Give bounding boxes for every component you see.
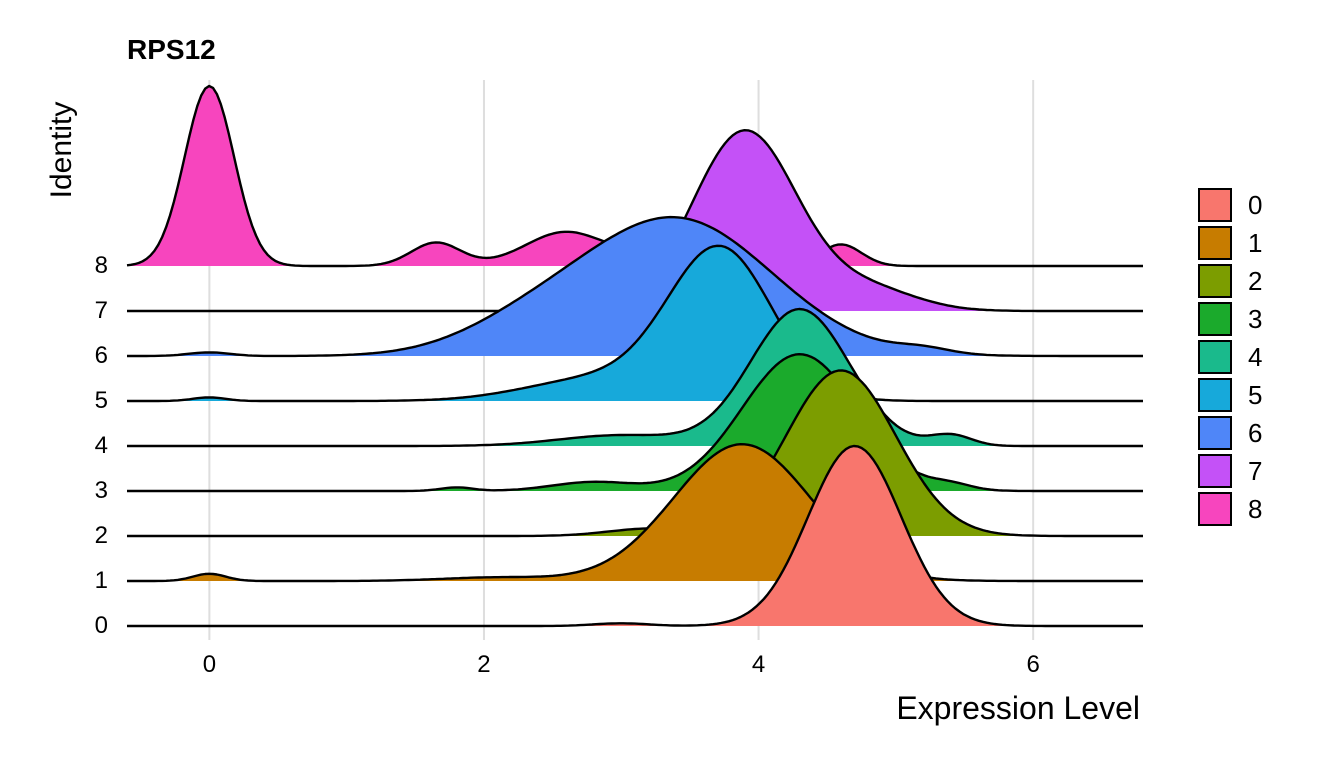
y-tick-label: 7 xyxy=(95,297,108,324)
ridge-area-1 xyxy=(127,444,1143,581)
x-tick-label: 4 xyxy=(752,651,765,678)
ridges xyxy=(126,84,1143,628)
legend-label: 2 xyxy=(1248,265,1263,296)
ridge-outline-3 xyxy=(127,353,1143,493)
legend-label: 6 xyxy=(1248,417,1263,448)
legend-swatch xyxy=(1198,454,1232,488)
legend-swatch xyxy=(1198,188,1232,222)
y-tick-label: 1 xyxy=(95,567,108,594)
y-tick-label: 6 xyxy=(95,342,108,369)
legend-swatch xyxy=(1198,492,1232,526)
legend-item: 4 xyxy=(1198,338,1262,376)
legend-label: 5 xyxy=(1248,379,1263,410)
x-axis-label: Expression Level xyxy=(896,690,1140,726)
legend-item: 8 xyxy=(1198,490,1262,528)
ridge-area-6 xyxy=(127,217,1143,356)
y-axis-label: Identity xyxy=(45,101,78,199)
legend-swatch xyxy=(1198,416,1232,450)
ridge-outline-4 xyxy=(127,307,1143,448)
chart-title: RPS12 xyxy=(127,34,216,65)
y-tick-label: 8 xyxy=(95,252,108,279)
ridge-outline-0 xyxy=(127,444,1143,628)
legend-swatch xyxy=(1198,302,1232,336)
x-tick-label: 0 xyxy=(203,651,216,678)
legend-item: 0 xyxy=(1198,186,1262,224)
legend-label: 3 xyxy=(1248,303,1263,334)
legend-label: 4 xyxy=(1248,341,1263,372)
x-tick-label: 6 xyxy=(1026,651,1039,678)
y-tick-label: 4 xyxy=(95,432,108,459)
y-tick-label: 0 xyxy=(95,612,108,639)
legend-item: 5 xyxy=(1198,376,1262,414)
ridge-area-5 xyxy=(127,245,1143,401)
ridge-outline-6 xyxy=(127,215,1143,358)
ridge-area-8 xyxy=(127,86,1143,266)
legend-item: 7 xyxy=(1198,452,1262,490)
ridge-outline-5 xyxy=(127,244,1143,403)
legend-swatch xyxy=(1198,340,1232,374)
y-tick-label: 2 xyxy=(95,522,108,549)
y-tick-labels: 8 7 6 5 4 3 2 1 0 xyxy=(95,252,108,639)
legend-label: 7 xyxy=(1248,455,1263,486)
x-tick-labels: 0 2 4 6 xyxy=(203,651,1040,678)
legend-label: 1 xyxy=(1248,227,1263,258)
legend-item: 2 xyxy=(1198,262,1262,300)
ridge-outline-1 xyxy=(127,443,1143,583)
ridge-outline-2 xyxy=(127,369,1143,538)
legend-label: 8 xyxy=(1248,493,1263,524)
y-tick-label: 5 xyxy=(95,387,108,414)
legend-swatch xyxy=(1198,264,1232,298)
y-tick-label: 3 xyxy=(95,477,108,504)
legend-label: 0 xyxy=(1248,189,1263,220)
legend-item: 3 xyxy=(1198,300,1262,338)
legend: 0 1 2 3 4 5 6 7 8 xyxy=(1198,186,1262,528)
legend-item: 1 xyxy=(1198,224,1262,262)
legend-swatch xyxy=(1198,226,1232,260)
legend-swatch xyxy=(1198,378,1232,412)
legend-item: 6 xyxy=(1198,414,1262,452)
x-tick-label: 2 xyxy=(477,651,490,678)
